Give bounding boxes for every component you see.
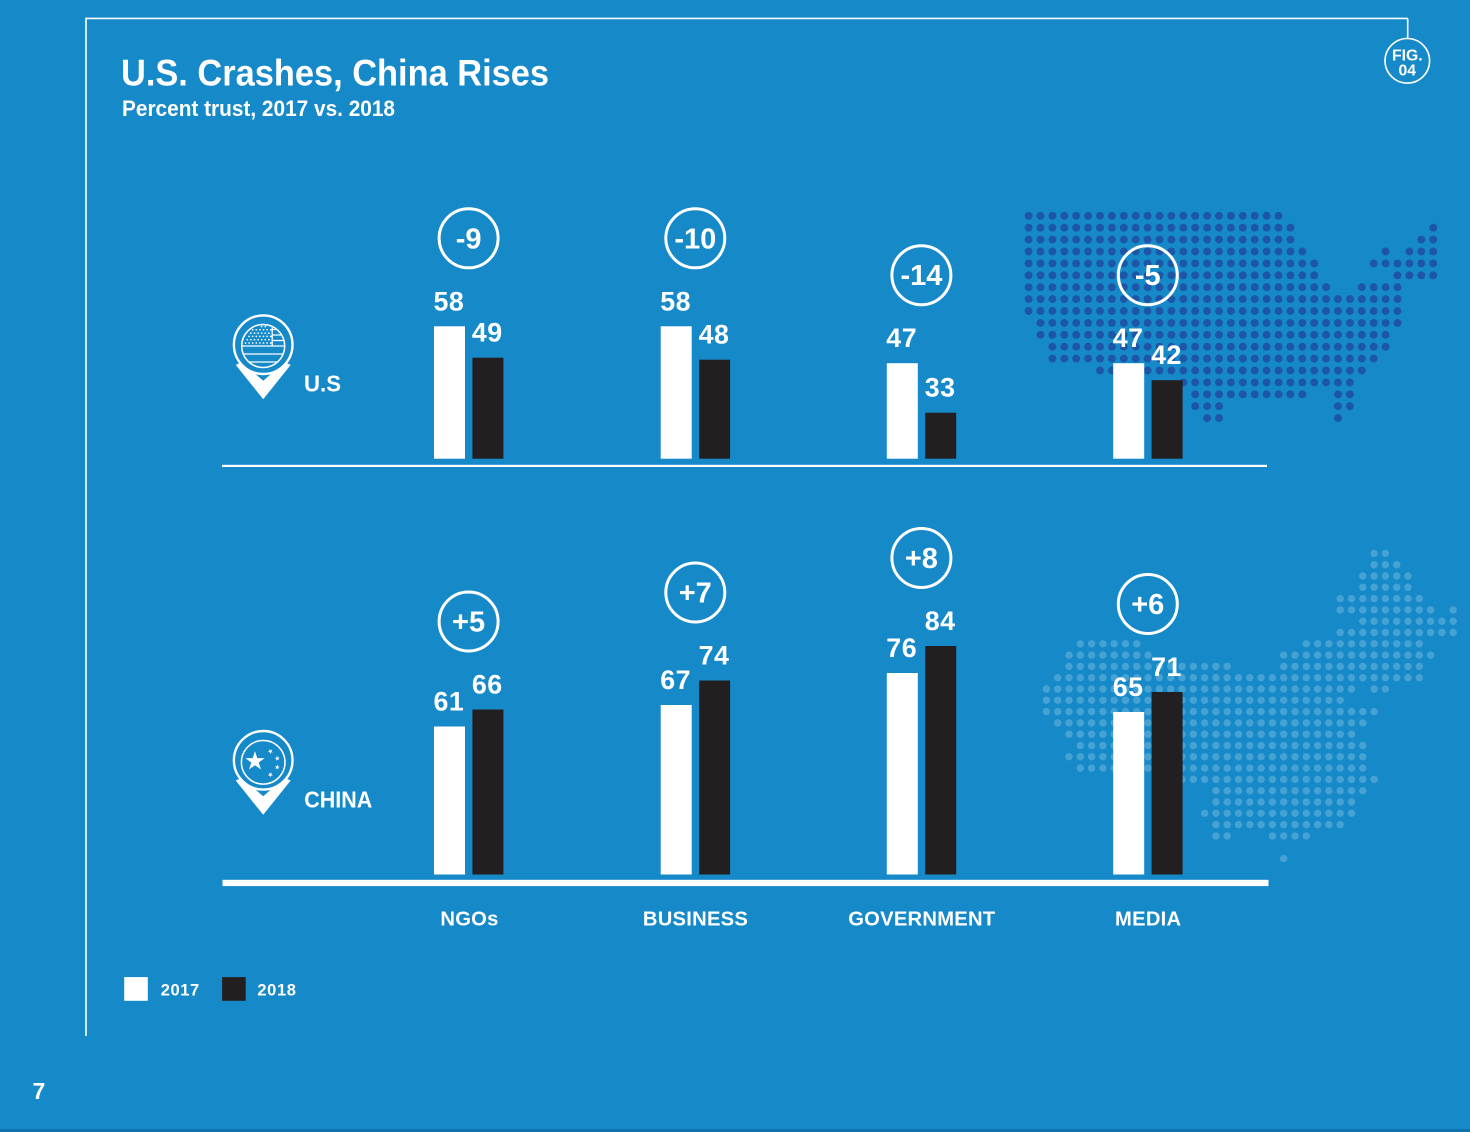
svg-text:U.S. Crashes, China Rises: U.S. Crashes, China Rises (121, 53, 549, 94)
svg-text:-5: -5 (1135, 260, 1161, 292)
svg-text:66: 66 (472, 670, 503, 700)
svg-text:2018: 2018 (257, 981, 296, 999)
svg-text:76: 76 (886, 633, 917, 663)
svg-text:84: 84 (925, 606, 956, 636)
svg-text:FIG.: FIG. (1392, 47, 1423, 64)
svg-text:GOVERNMENT: GOVERNMENT (848, 909, 996, 931)
svg-text:47: 47 (886, 323, 917, 353)
svg-text:BUSINESS: BUSINESS (643, 909, 748, 931)
svg-text:CHINA: CHINA (304, 786, 372, 812)
svg-text:49: 49 (472, 318, 503, 348)
svg-text:-9: -9 (456, 223, 482, 255)
svg-text:48: 48 (699, 320, 730, 350)
svg-text:7: 7 (33, 1078, 46, 1104)
svg-text:Percent trust, 2017 vs. 2018: Percent trust, 2017 vs. 2018 (122, 96, 395, 121)
svg-text:MEDIA: MEDIA (1115, 909, 1181, 931)
svg-text:71: 71 (1151, 652, 1182, 682)
svg-text:67: 67 (660, 665, 691, 695)
svg-text:+5: +5 (452, 607, 485, 639)
svg-text:+7: +7 (679, 578, 712, 610)
svg-text:58: 58 (434, 286, 465, 316)
svg-text:+8: +8 (905, 543, 938, 575)
svg-text:42: 42 (1151, 340, 1182, 370)
svg-text:2017: 2017 (161, 981, 200, 999)
svg-text:74: 74 (699, 641, 730, 671)
svg-text:47: 47 (1113, 323, 1144, 353)
svg-text:04: 04 (1399, 62, 1417, 79)
svg-text:61: 61 (434, 687, 465, 717)
svg-text:58: 58 (660, 286, 691, 316)
svg-text:-10: -10 (674, 223, 716, 255)
svg-text:-14: -14 (900, 260, 942, 292)
svg-text:33: 33 (925, 373, 956, 403)
svg-text:65: 65 (1113, 672, 1144, 702)
svg-text:+6: +6 (1131, 589, 1164, 621)
svg-text:U.S: U.S (304, 370, 341, 396)
svg-text:NGOs: NGOs (440, 909, 498, 931)
